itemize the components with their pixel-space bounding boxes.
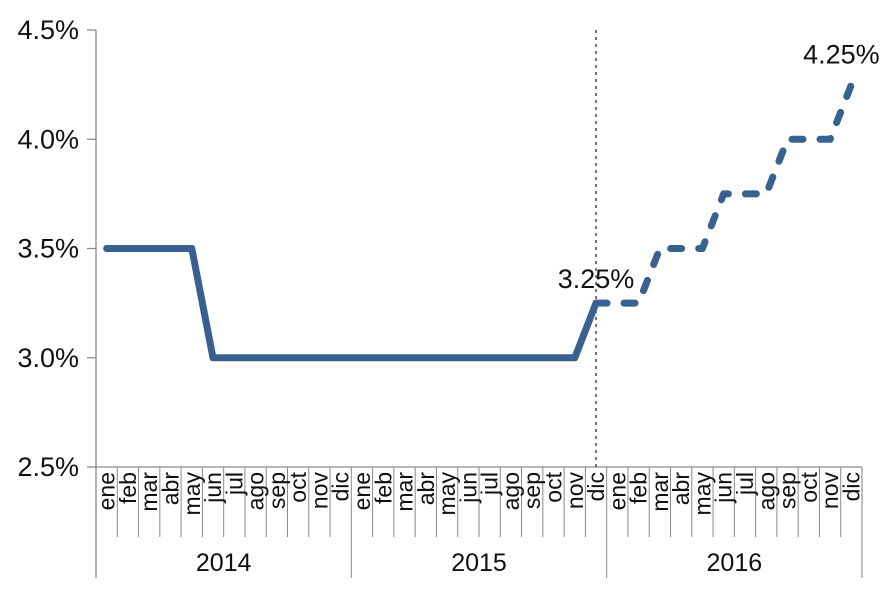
rate-series-projected-line — [592, 81, 855, 307]
x-axis-month-label: jun — [455, 472, 481, 504]
x-axis-month-label: oct — [540, 471, 566, 502]
x-axis-month-label: jun — [200, 472, 226, 504]
x-axis-month-label: nov — [817, 472, 843, 510]
x-axis-month-label: may — [434, 472, 460, 516]
data-point-annotation: 4.25% — [803, 40, 880, 70]
x-axis-month-label: ago — [498, 472, 524, 510]
x-axis-month-label: sep — [519, 472, 545, 509]
x-axis-year-label: 2014 — [196, 549, 252, 577]
x-axis-month-label: abr — [413, 472, 439, 506]
x-axis-month-label: abr — [668, 472, 694, 506]
x-axis-month-label: mar — [136, 472, 162, 512]
y-axis-tick-label: 3.5% — [17, 234, 79, 264]
x-axis-month-label: sep — [775, 472, 801, 509]
x-axis-month-label: jul — [221, 472, 247, 496]
x-axis-month-label: feb — [115, 472, 141, 504]
y-axis-tick-label: 4.5% — [17, 15, 79, 45]
x-axis-month-label: ene — [604, 472, 630, 510]
x-axis-month-label: may — [689, 472, 715, 516]
x-axis-month-label: dic — [583, 472, 609, 501]
x-axis-month-label: jul — [477, 472, 503, 496]
data-point-annotation: 3.25% — [558, 264, 635, 294]
x-axis-month-label: dic — [328, 472, 354, 501]
x-axis-month-label: nov — [562, 472, 588, 510]
x-axis-month-label: ago — [753, 472, 779, 510]
x-axis-month-label: jul — [732, 472, 758, 496]
x-axis-month-label: oct — [796, 471, 822, 502]
y-axis-tick-label: 3.0% — [17, 343, 79, 373]
x-axis-month-label: jun — [711, 472, 737, 504]
x-axis-year-label: 2016 — [707, 549, 763, 577]
x-axis-month-label: feb — [370, 472, 396, 504]
x-axis-month-label: may — [179, 472, 205, 516]
x-axis-month-label: ene — [349, 472, 375, 510]
y-axis-tick-label: 4.0% — [17, 124, 79, 154]
x-axis-year-label: 2015 — [451, 549, 507, 577]
x-axis-month-label: dic — [838, 472, 864, 501]
x-axis-month-label: ene — [94, 472, 120, 510]
x-axis-month-label: mar — [392, 472, 418, 512]
x-axis-month-label: mar — [647, 472, 673, 512]
x-axis-month-label: nov — [306, 472, 332, 510]
x-axis-month-label: abr — [157, 472, 183, 506]
x-axis-month-label: sep — [264, 472, 290, 509]
x-axis-month-label: feb — [626, 472, 652, 504]
x-axis-month-label: ago — [243, 472, 269, 510]
rate-series-observed-line — [103, 245, 600, 362]
y-axis-tick-label: 2.5% — [17, 452, 79, 482]
x-axis-month-label: oct — [285, 471, 311, 502]
